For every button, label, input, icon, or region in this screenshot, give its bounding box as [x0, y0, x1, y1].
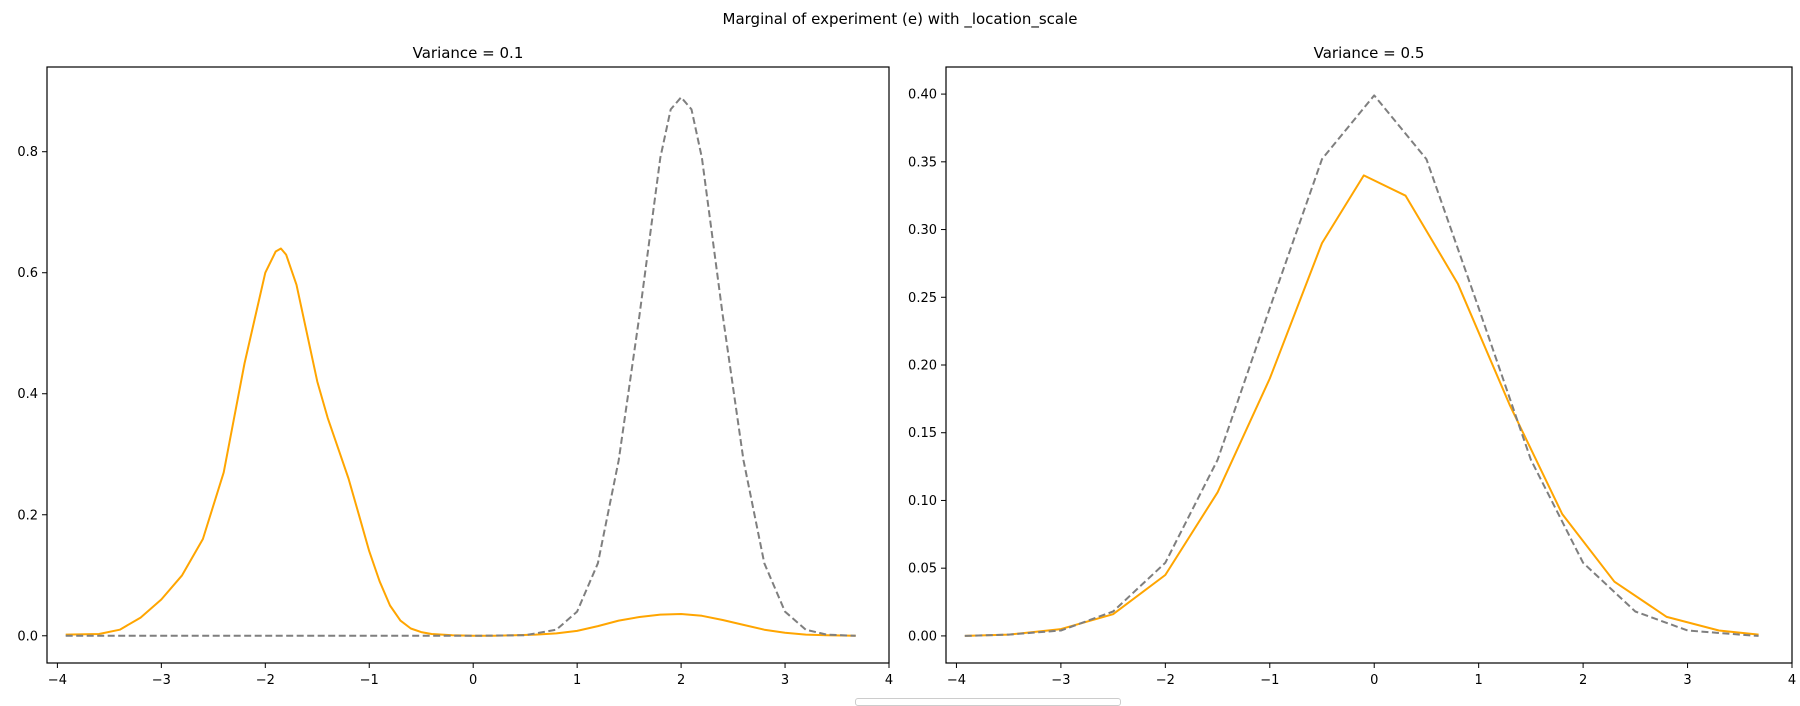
x-tick-label: 4: [885, 673, 893, 688]
solid-series-line: [65, 247, 856, 637]
x-tick-label: 1: [573, 673, 581, 688]
subplot-variance-0.1: Variance = 0.1 −4 −3 −2 −1 0 1 2 3 4 0.0 0.2 0.4 0.6 0…: [17, 44, 893, 688]
y-tick-label: 0.05: [908, 562, 937, 577]
x-tick-label: −1: [360, 673, 379, 688]
y-tick-label: 0.4: [17, 387, 38, 402]
y-tick-label: 0.10: [908, 494, 937, 509]
x-tick-label: −2: [256, 673, 275, 688]
y-tick-label: 0.20: [908, 359, 937, 374]
y-tick-label: 0.30: [908, 223, 937, 238]
y-tick-label: 0.35: [908, 155, 937, 170]
y-tick-label: 0.0: [17, 629, 38, 644]
y-tick-label: 0.8: [17, 145, 38, 160]
x-tick-label: −1: [1260, 673, 1279, 688]
y-tick-label: 0.6: [17, 266, 38, 281]
x-tick-label: 2: [677, 673, 685, 688]
x-tick-label: −3: [1051, 673, 1070, 688]
axes-frame: [46, 66, 890, 664]
x-tick-label: 0: [1370, 673, 1378, 688]
y-tick-label: 0.2: [17, 508, 38, 523]
x-tick-label: 2: [1579, 673, 1587, 688]
legend-box: [855, 698, 1121, 706]
x-tick-label: 3: [781, 673, 789, 688]
y-tick-label: 0.15: [908, 426, 937, 441]
x-tick-label: 0: [469, 673, 477, 688]
x-tick-label: 1: [1475, 673, 1483, 688]
y-tick-label: 0.25: [908, 291, 937, 306]
subplot-title: Variance = 0.5: [1314, 44, 1425, 62]
x-tick-label: −2: [1156, 673, 1175, 688]
dashed-series-line: [65, 96, 856, 637]
dashed-series-line: [964, 94, 1759, 637]
figure-title: Marginal of experiment (e) with _locatio…: [722, 10, 1078, 28]
y-tick-label: 0.00: [908, 629, 937, 644]
x-tick-label: −3: [152, 673, 171, 688]
x-tick-label: −4: [48, 673, 67, 688]
x-tick-label: 3: [1683, 673, 1691, 688]
axes-frame: [945, 66, 1793, 664]
y-tick-label: 0.40: [908, 88, 937, 103]
subplot-variance-0.5: Variance = 0.5 −4 −3 −2 −1 0 1 2 3 4 0.00 0.05 0.10 0…: [908, 44, 1796, 688]
subplot-title: Variance = 0.1: [413, 44, 524, 62]
x-tick-label: −4: [947, 673, 966, 688]
x-tick-label: 4: [1788, 673, 1796, 688]
solid-series-line: [964, 174, 1759, 637]
